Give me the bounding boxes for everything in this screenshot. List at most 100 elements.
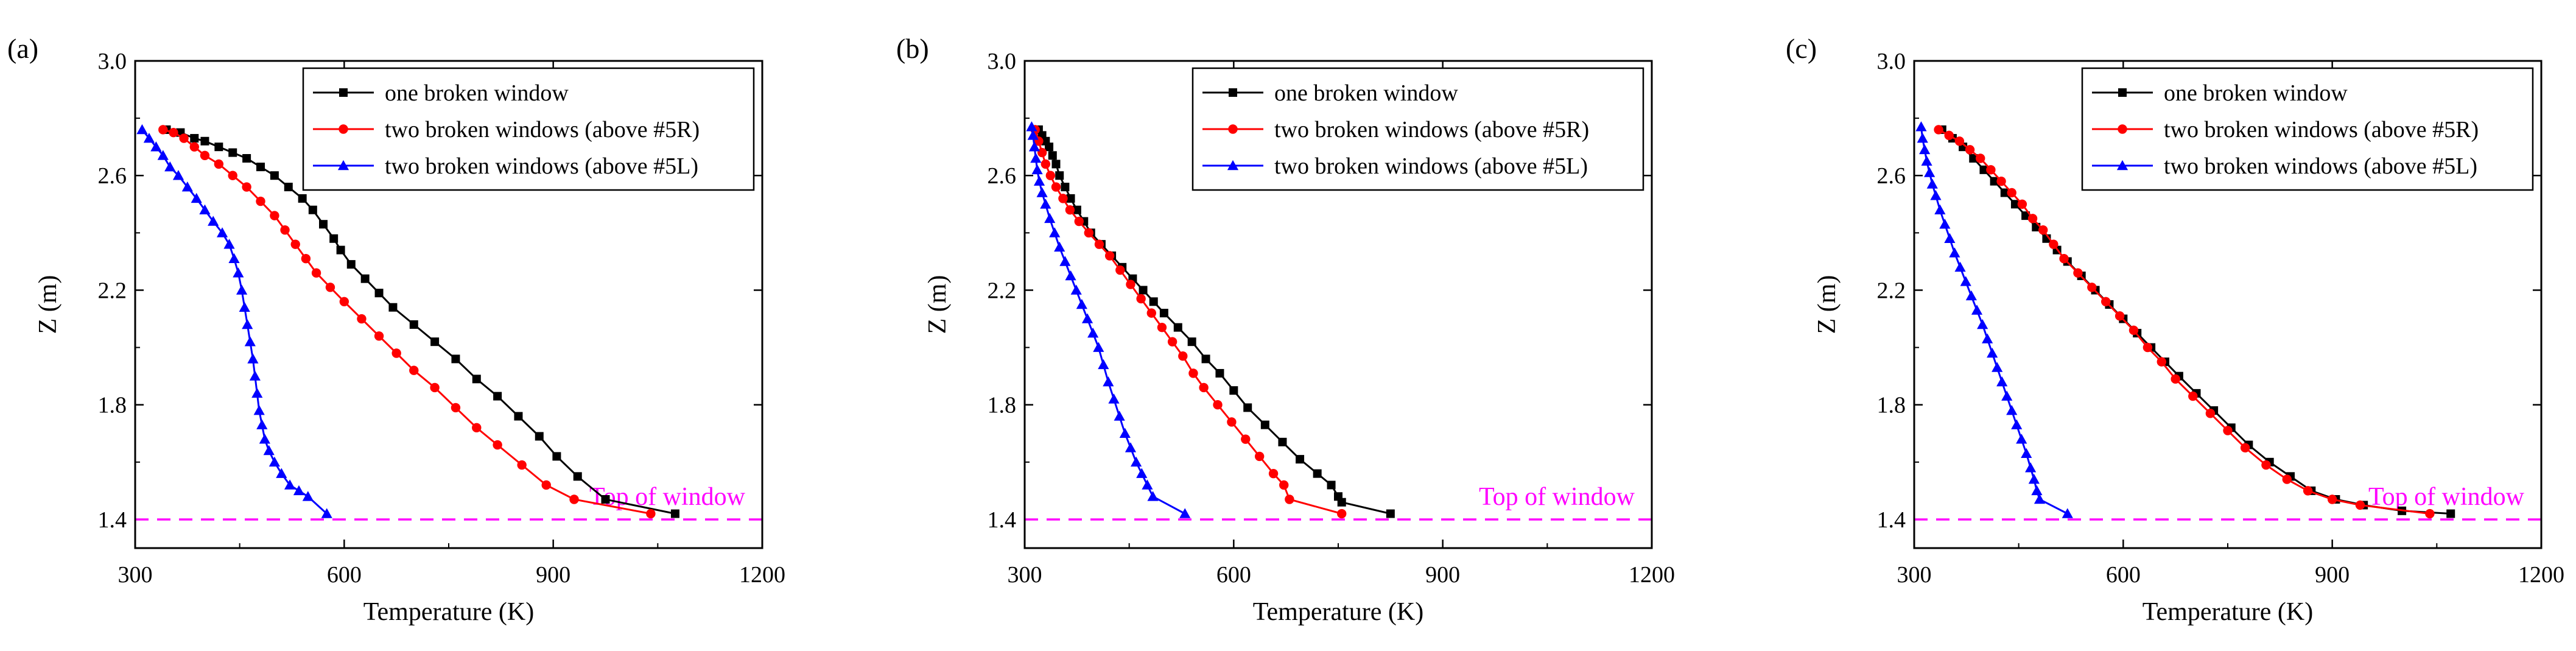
legend-marker [337,160,349,171]
legend: one broken window two broken windows (abo… [302,67,755,191]
data-point [214,159,224,169]
data-point [430,337,440,347]
panel-label: (b) [896,33,929,64]
data-point [601,495,610,504]
data-point [360,274,370,283]
data-point [1260,420,1269,429]
y-tick-label: 3.0 [988,49,1017,74]
x-axis-label: Temperature (K) [2143,598,2313,626]
data-point [1131,456,1142,467]
data-point [1045,143,1054,152]
data-point [311,268,321,278]
data-point [517,460,527,470]
data-point [298,194,307,203]
x-tick-label: 1200 [739,562,785,588]
data-point [251,387,263,398]
data-point [1030,152,1042,163]
legend-marker [2118,124,2127,134]
data-point [2261,460,2271,470]
data-point [1965,290,1977,301]
data-point [1076,298,1087,309]
data-point [242,318,253,329]
legend-marker [1228,124,1238,134]
data-point [1279,480,1289,490]
data-point [1104,251,1115,261]
data-point [2006,405,2018,415]
data-point [1036,187,1048,197]
data-point [541,480,551,490]
data-point [239,301,250,312]
data-point [1059,256,1071,266]
data-point [1934,204,1946,214]
y-tick-label: 2.2 [988,278,1017,303]
data-point [1986,165,1996,175]
data-point [2025,462,2037,473]
data-point [150,141,162,152]
data-point [1094,239,1104,249]
data-point [1926,178,1938,189]
chart-panel-2: (b) 300 600 900 1200 1.4 1.8 2.2 2.6 3.0 Temperatu… [896,33,1675,626]
data-point [228,253,240,263]
legend-entry: one broken window [2164,80,2348,106]
x-axis-label: Temperature (K) [1253,598,1423,626]
y-tick-label: 3.0 [98,49,127,74]
data-point [2049,239,2058,249]
data-point [136,124,148,135]
legend: one broken window two broken windows (abo… [1191,67,1644,191]
x-axis-label: Temperature (K) [363,598,534,626]
series-2 [1934,125,2435,519]
plot-frame [134,60,763,549]
data-point [270,211,279,220]
data-point [1108,393,1120,404]
data-point [1146,308,1156,318]
data-point [1944,130,1954,141]
x-tick-label: 1200 [2518,562,2564,588]
data-point [409,365,419,375]
y-tick-label: 3.0 [1877,49,1906,74]
data-point [2001,390,2013,401]
data-point [1327,480,1336,490]
x-tick-label: 300 [118,562,153,588]
data-point [430,382,440,393]
legend: one broken window two broken windows (abo… [2081,67,2534,191]
data-point [1944,233,1956,244]
data-point [1065,270,1076,281]
data-point [1159,309,1168,318]
data-point [1971,304,1983,315]
x-tick-label: 900 [2315,562,2350,588]
data-point [1921,155,1932,166]
data-point [1044,213,1056,223]
chart-panel-1: (a) 300 600 900 1200 1.4 1.8 2.2 2.6 3.0 Temperatu… [7,33,785,626]
data-point [223,239,235,249]
data-point [472,375,481,384]
data-point [1048,151,1057,160]
data-point [1976,153,1985,163]
data-point [451,354,460,364]
data-point [388,303,398,312]
data-point [1229,386,1238,395]
data-point [336,245,345,255]
data-point [1027,130,1039,140]
data-point [189,142,199,152]
x-tick-label: 900 [1425,562,1460,588]
data-point [200,150,210,160]
data-point [2223,426,2233,435]
data-point [329,234,339,243]
legend-entry: two broken windows (above #5R) [385,117,700,143]
data-point [302,491,314,501]
data-point [1049,227,1061,238]
data-point [1939,219,1951,229]
legend-entry: one broken window [385,80,569,106]
data-point [1061,183,1070,192]
data-point [214,143,223,152]
data-point [1996,176,2006,186]
data-point [325,283,335,292]
data-point [1040,199,1051,209]
data-point [391,348,401,358]
data-point [1033,175,1045,186]
data-point [2205,409,2216,418]
series-2 [158,125,656,519]
legend-entry: two broken windows (above #5R) [2164,117,2479,143]
data-point [2143,342,2153,353]
